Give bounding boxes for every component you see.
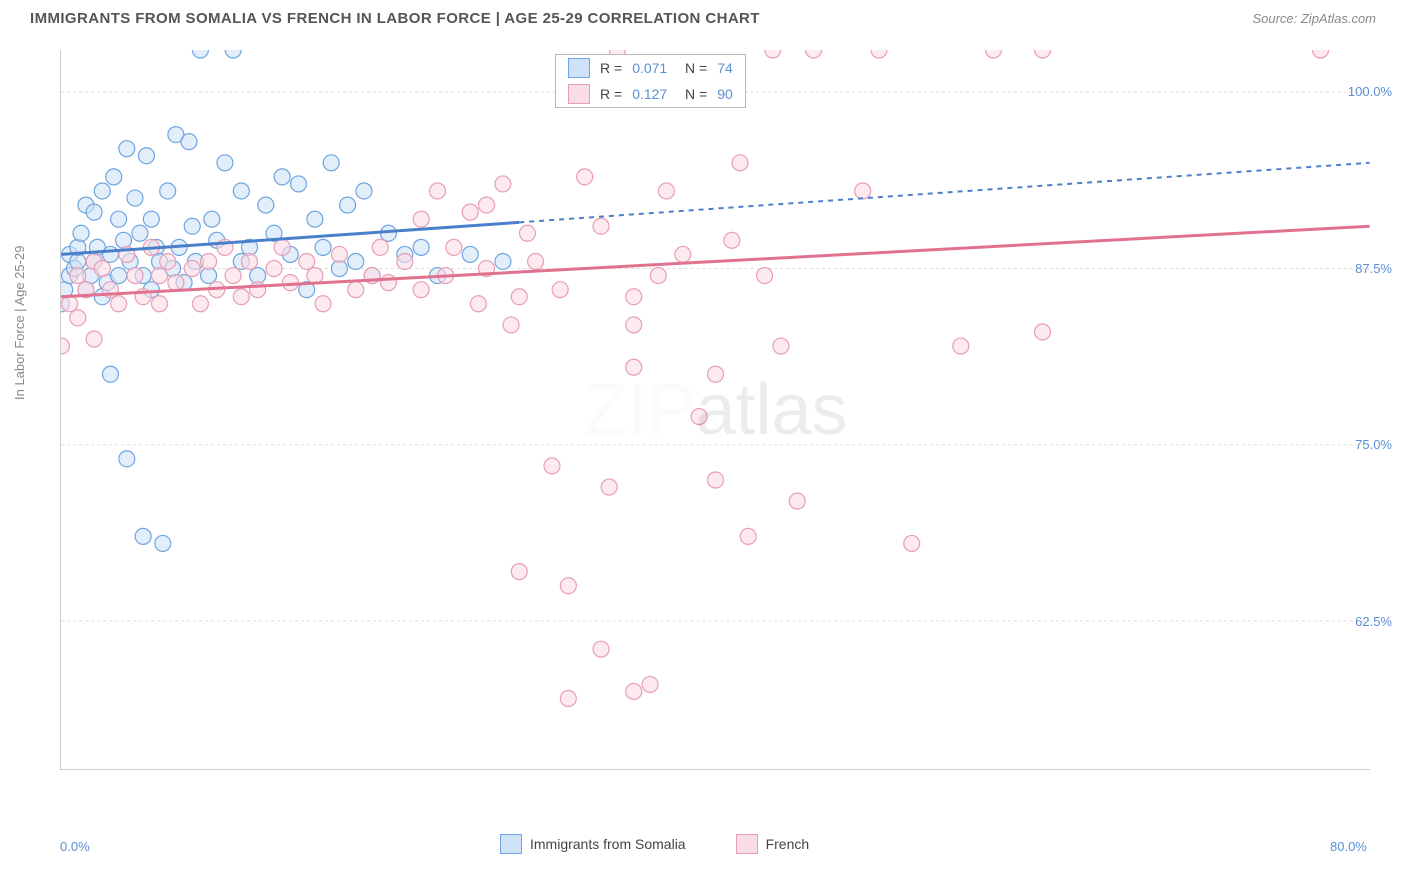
chart-plot-area: ZIPatlas bbox=[60, 50, 1370, 770]
y-tick-label: 75.0% bbox=[1355, 437, 1392, 452]
stats-row: R = 0.127 N = 90 bbox=[556, 81, 745, 107]
source-label: Source: ZipAtlas.com bbox=[1252, 11, 1376, 26]
x-tick-label: 80.0% bbox=[1330, 839, 1367, 854]
y-tick-label: 100.0% bbox=[1348, 84, 1392, 99]
swatch-icon bbox=[568, 84, 590, 104]
header: IMMIGRANTS FROM SOMALIA VS FRENCH IN LAB… bbox=[0, 0, 1406, 33]
legend-item: Immigrants from Somalia bbox=[500, 834, 686, 854]
stats-legend-box: R = 0.071 N = 74 R = 0.127 N = 90 bbox=[555, 54, 746, 108]
x-tick-label: 0.0% bbox=[60, 839, 90, 854]
y-axis-label: In Labor Force | Age 25-29 bbox=[12, 246, 27, 400]
legend-item: French bbox=[736, 834, 810, 854]
bottom-legend: Immigrants from Somalia French bbox=[500, 834, 809, 854]
swatch-icon bbox=[568, 58, 590, 78]
y-tick-label: 62.5% bbox=[1355, 614, 1392, 629]
chart-svg bbox=[61, 50, 1370, 769]
swatch-icon bbox=[500, 834, 522, 854]
swatch-icon bbox=[736, 834, 758, 854]
stats-row: R = 0.071 N = 74 bbox=[556, 55, 745, 81]
y-tick-label: 87.5% bbox=[1355, 261, 1392, 276]
chart-title: IMMIGRANTS FROM SOMALIA VS FRENCH IN LAB… bbox=[30, 10, 760, 27]
